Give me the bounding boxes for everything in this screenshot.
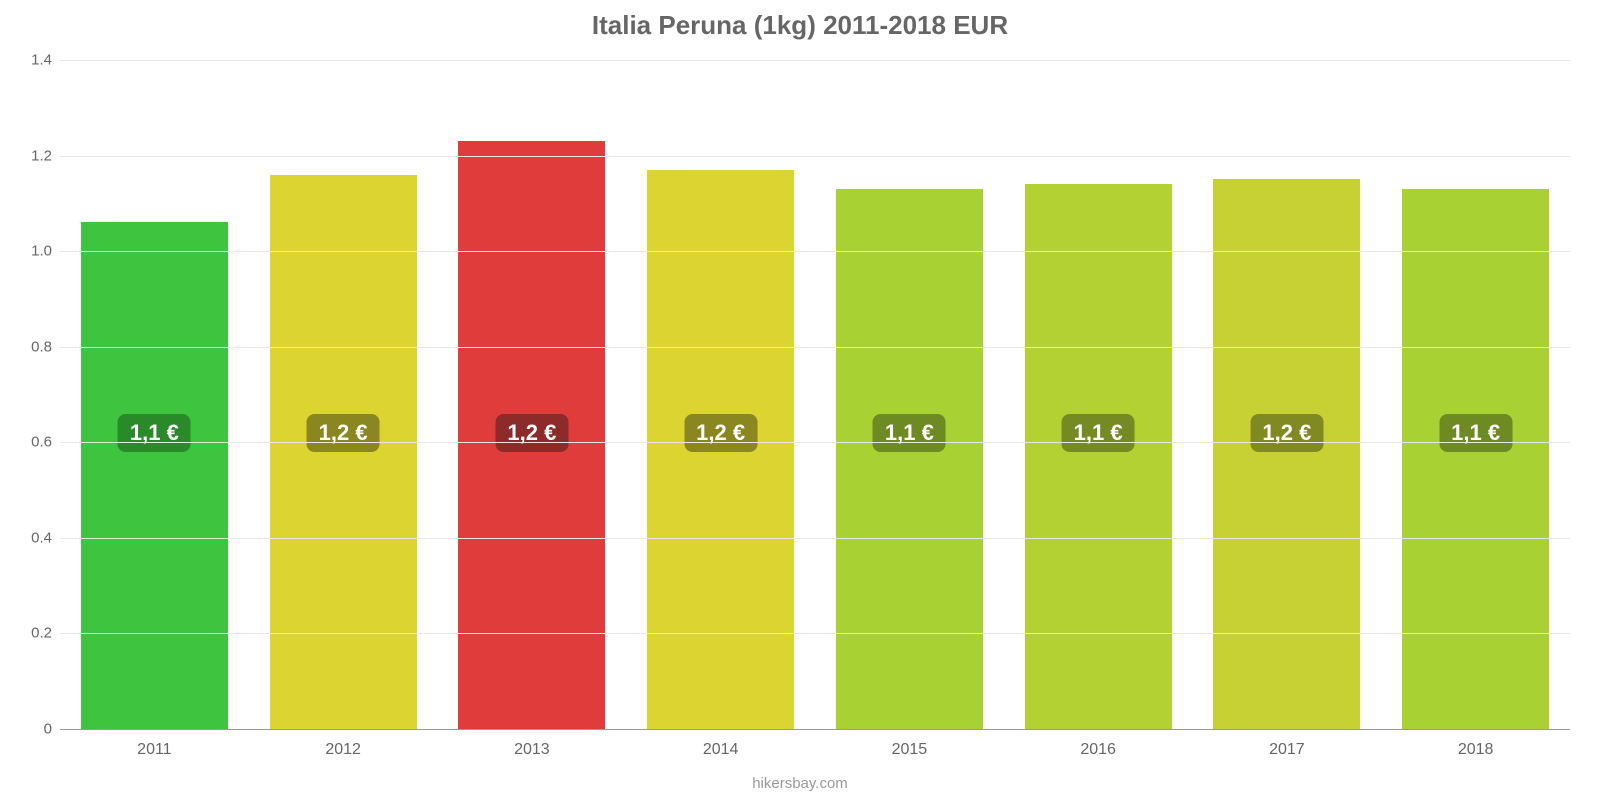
y-tick-label: 0.4	[10, 529, 52, 546]
y-tick-label: 0.2	[10, 625, 52, 642]
plot-area: 1,1 €20111,2 €20121,2 €20131,2 €20141,1 …	[60, 60, 1570, 730]
x-tick-label: 2011	[60, 741, 249, 759]
bar	[270, 175, 417, 729]
bar	[1213, 179, 1360, 729]
gridline	[60, 60, 1570, 61]
x-tick-label: 2016	[1004, 741, 1193, 759]
bar	[836, 189, 983, 729]
attribution-text: hikersbay.com	[0, 775, 1600, 792]
gridline	[60, 156, 1570, 157]
x-tick-label: 2012	[249, 741, 438, 759]
gridline	[60, 251, 1570, 252]
x-tick-label: 2014	[626, 741, 815, 759]
gridline	[60, 347, 1570, 348]
bar-value-label: 1,1 €	[1439, 414, 1512, 452]
x-tick-label: 2013	[438, 741, 627, 759]
bar-value-label: 1,1 €	[118, 414, 191, 452]
bar	[1402, 189, 1549, 729]
bar-slot: 1,1 €2016	[1004, 60, 1193, 729]
bar-slot: 1,2 €2017	[1193, 60, 1382, 729]
gridline	[60, 633, 1570, 634]
bar-value-label: 1,2 €	[684, 414, 757, 452]
bar-slot: 1,2 €2012	[249, 60, 438, 729]
bar	[1025, 184, 1172, 729]
bar-slot: 1,1 €2015	[815, 60, 1004, 729]
x-tick-label: 2015	[815, 741, 1004, 759]
bar-value-label: 1,2 €	[307, 414, 380, 452]
bar-slot: 1,1 €2018	[1381, 60, 1570, 729]
bar-slot: 1,1 €2011	[60, 60, 249, 729]
x-tick-label: 2017	[1193, 741, 1382, 759]
y-tick-label: 1.4	[10, 52, 52, 69]
bar-value-label: 1,1 €	[1062, 414, 1135, 452]
y-tick-label: 0.8	[10, 338, 52, 355]
bar-value-label: 1,2 €	[1250, 414, 1323, 452]
x-tick-label: 2018	[1381, 741, 1570, 759]
y-tick-label: 0	[10, 721, 52, 738]
chart-container: Italia Peruna (1kg) 2011-2018 EUR 1,1 €2…	[0, 0, 1600, 800]
chart-title: Italia Peruna (1kg) 2011-2018 EUR	[0, 10, 1600, 41]
gridline	[60, 538, 1570, 539]
bar-value-label: 1,1 €	[873, 414, 946, 452]
gridline	[60, 442, 1570, 443]
y-tick-label: 1.2	[10, 147, 52, 164]
bar-slot: 1,2 €2014	[626, 60, 815, 729]
y-tick-label: 1.0	[10, 243, 52, 260]
bar-slot: 1,2 €2013	[438, 60, 627, 729]
bar	[81, 222, 228, 729]
y-tick-label: 0.6	[10, 434, 52, 451]
bar-value-label: 1,2 €	[495, 414, 568, 452]
bars-row: 1,1 €20111,2 €20121,2 €20131,2 €20141,1 …	[60, 60, 1570, 729]
